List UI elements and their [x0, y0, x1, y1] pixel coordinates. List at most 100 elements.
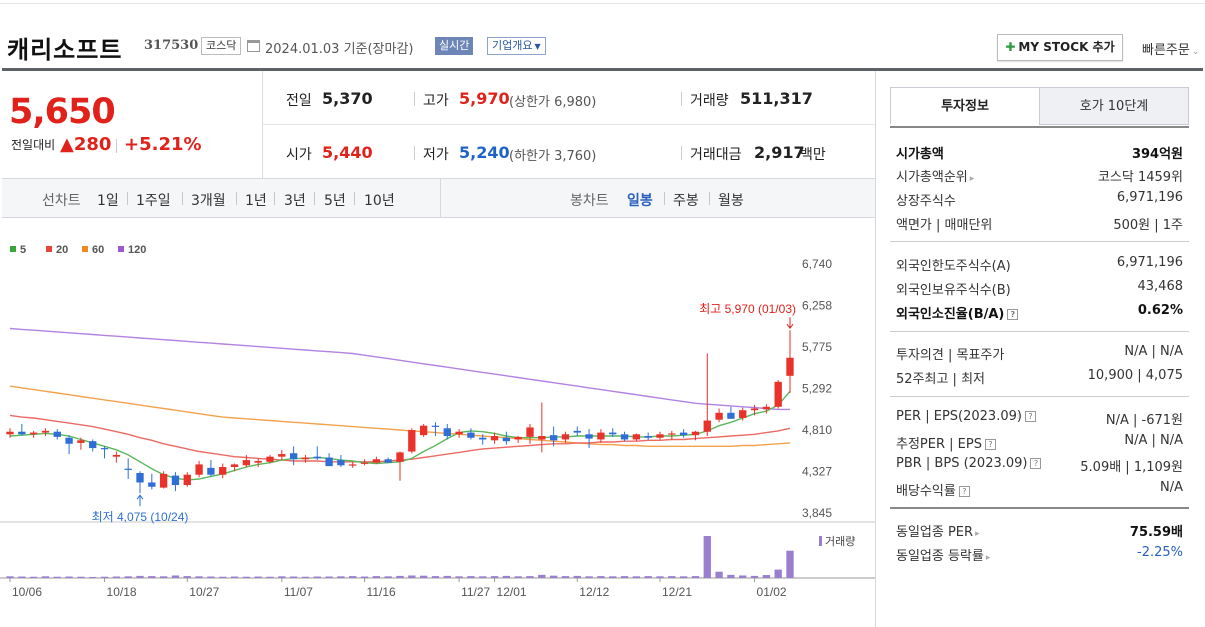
volume-bar	[384, 576, 392, 578]
divider	[890, 331, 1189, 332]
shares-value: 6,971,196	[1116, 190, 1183, 205]
y-tick-label: 4,810	[802, 423, 832, 437]
tab-1year[interactable]: 1년	[245, 193, 267, 209]
market-cap-value: 394억원	[1131, 147, 1183, 162]
low-annotation: 최저 4,075 (10/24)	[92, 510, 189, 524]
stock-chart[interactable]: 5 20 60 120 6,740 6,258 5,775 5,292 4,810 4,327 3,…	[0, 228, 875, 627]
caret-right-icon: ▸	[969, 174, 975, 184]
help-icon[interactable]: ?	[984, 439, 996, 450]
tab-investment-info[interactable]: 투자정보	[890, 87, 1040, 125]
legend-swatch-5	[10, 246, 16, 252]
industry-change-label-wrap: 동일업종 등락률 ▸	[896, 545, 990, 564]
par-value: 500원 | 1주	[1113, 218, 1183, 233]
volume-bar	[266, 576, 274, 578]
help-icon[interactable]: ?	[1024, 411, 1036, 422]
quick-order-button[interactable]: 빠른주문 ⌄	[1142, 39, 1199, 58]
industry-per-label: 동일업종 PER	[896, 525, 974, 540]
volume-bar	[609, 576, 617, 578]
shares-label: 상장주식수	[896, 194, 956, 209]
candle-body	[549, 435, 558, 441]
divider	[709, 192, 710, 205]
candle-body	[597, 432, 605, 440]
up-arrow-icon	[136, 494, 144, 507]
help-icon[interactable]: ?	[1007, 309, 1019, 320]
tab-monthly[interactable]: 월봉	[718, 193, 744, 209]
row-foreign-limit: 외국인한도주식수(A) 6,971,196	[896, 252, 1183, 274]
tab-1week[interactable]: 1주일	[136, 193, 171, 209]
investment-info-panel: 투자정보 호가 10단계 시가총액 394억원 시가총액순위 ▸ 코스닥 1459위 …	[875, 71, 1205, 627]
legend-swatch-60	[82, 246, 88, 252]
x-tick-label: 10/06	[12, 585, 42, 599]
candle-body	[230, 464, 239, 467]
tab-daily[interactable]: 일봉	[627, 193, 653, 209]
y-tick-label: 4,327	[802, 465, 832, 479]
divider	[414, 92, 415, 106]
est-per-label: 추정PER | EPS	[896, 437, 982, 452]
mystock-add-button[interactable]: ✚ MY STOCK 추가	[997, 34, 1123, 61]
company-name[interactable]: 캐리소프트	[7, 36, 123, 64]
volume-bar	[750, 575, 759, 578]
tab-3year[interactable]: 3년	[284, 193, 306, 209]
tab-3month[interactable]: 3개월	[191, 193, 226, 209]
volume-bar	[431, 576, 440, 578]
company-info-dropdown[interactable]: 기업개요 ▼	[487, 37, 546, 55]
divider	[890, 396, 1189, 397]
opinion-value: N/A | N/A	[1124, 344, 1183, 359]
down-arrow-icon	[786, 317, 794, 330]
change-value: ▲280	[60, 134, 111, 155]
candle-body	[668, 433, 676, 435]
volume-bar	[159, 576, 168, 578]
row-cap-rank[interactable]: 시가총액순위 ▸ 코스닥 1459위	[896, 163, 1183, 185]
per-label: PER | EPS(2023.09)	[896, 409, 1022, 424]
candle-body	[266, 456, 274, 462]
x-tick-label: 11/07	[284, 585, 313, 599]
volume-bar	[679, 576, 688, 578]
header-divider	[2, 68, 1203, 71]
candle-body	[301, 457, 310, 460]
prev-close-value: 5,370	[322, 89, 373, 108]
candle-body	[467, 432, 475, 438]
volume-bar	[774, 569, 782, 578]
candle-body	[242, 460, 251, 466]
candle-body	[372, 459, 381, 463]
x-tick-label: 10/27	[189, 585, 219, 599]
volume-label: 거래량	[690, 93, 729, 109]
tab-weekly[interactable]: 주봉	[673, 193, 699, 209]
row-dividend: 배당수익률? N/A	[896, 477, 1183, 499]
par-label: 액면가 | 매매단위	[896, 218, 993, 233]
help-icon[interactable]: ?	[1030, 458, 1042, 469]
volume-bar	[136, 575, 144, 578]
volume-bar	[549, 575, 558, 578]
calendar-icon	[247, 40, 260, 52]
volume-bar	[53, 576, 61, 578]
tab-5year[interactable]: 5년	[324, 193, 346, 209]
volume-bar	[289, 576, 298, 578]
volume-bar	[325, 576, 333, 578]
summary-row-divider	[262, 124, 875, 125]
open-value: 5,440	[322, 143, 373, 162]
volume-bar	[278, 576, 286, 578]
candle-body	[18, 431, 26, 435]
divider	[890, 126, 1189, 128]
candle-body	[207, 467, 215, 475]
row-industry-per[interactable]: 동일업종 PER ▸ 75.59배	[896, 518, 1183, 540]
divider	[890, 507, 1189, 509]
candle-body	[514, 436, 522, 440]
volume-bar	[254, 576, 262, 578]
row-industry-change[interactable]: 동일업종 등락률 ▸ -2.25%	[896, 542, 1183, 564]
candle-body	[148, 482, 156, 487]
candle-body	[620, 434, 629, 440]
candle-body	[349, 464, 357, 466]
tab-orderbook[interactable]: 호가 10단계	[1039, 87, 1189, 125]
candle-body	[195, 464, 203, 475]
tab-1day[interactable]: 1일	[97, 193, 119, 209]
tab-10year[interactable]: 10년	[364, 193, 395, 209]
volume-bar	[112, 576, 121, 578]
realtime-button[interactable]: 실시간	[435, 37, 474, 55]
help-icon[interactable]: ?	[958, 486, 970, 497]
candle-body	[41, 430, 50, 433]
candle-body	[112, 454, 121, 457]
foreign-limit-value: 6,971,196	[1116, 255, 1183, 270]
foreign-held-label: 외국인보유주식수(B)	[896, 283, 1011, 298]
volume-bar	[526, 576, 534, 578]
